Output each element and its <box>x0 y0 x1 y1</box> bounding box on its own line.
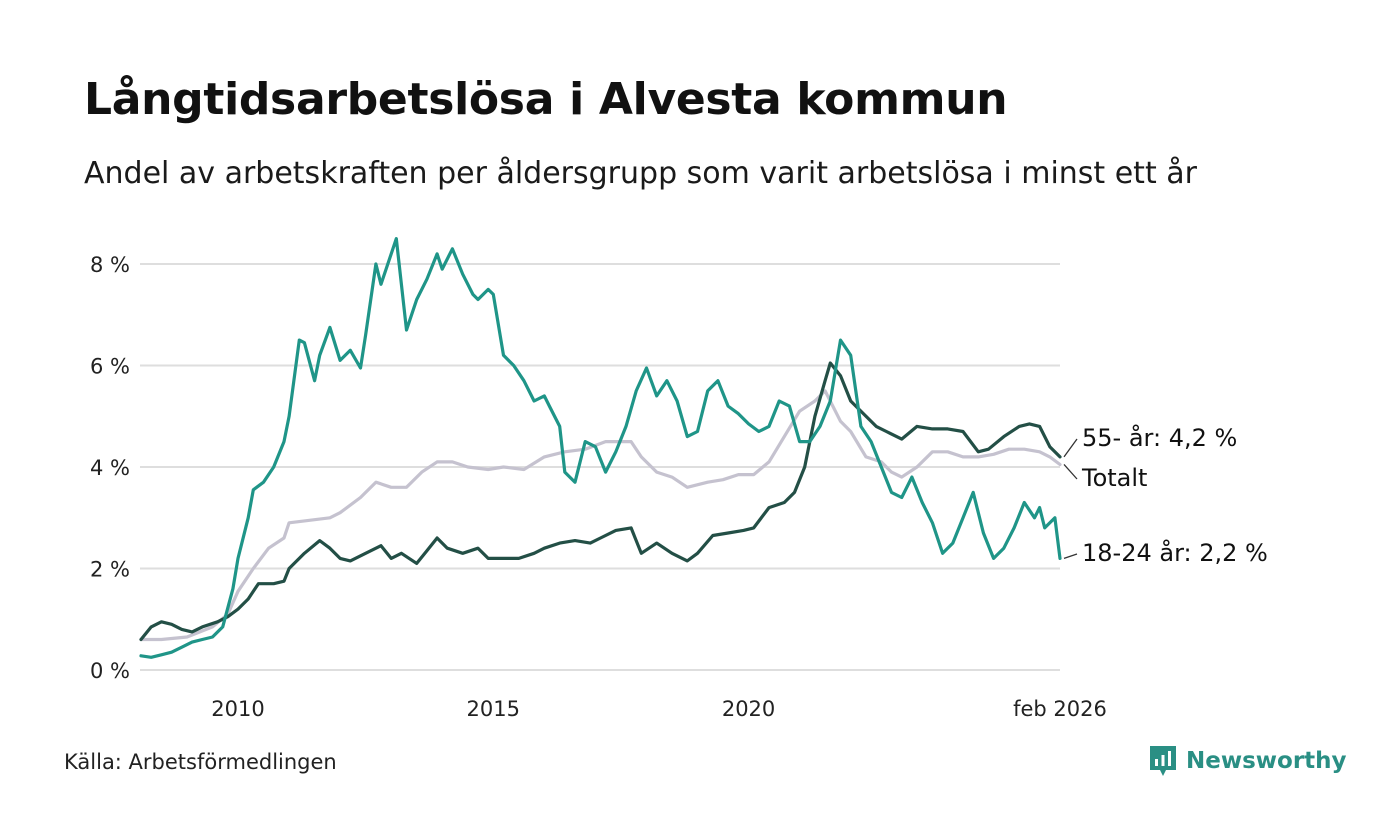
series-end-label: 55- år: 4,2 % <box>1082 423 1237 452</box>
label-leader-line <box>1063 464 1078 480</box>
series-line <box>139 237 1062 659</box>
y-tick-label: 6 % <box>90 355 130 379</box>
y-tick-label: 0 % <box>90 659 130 683</box>
bar-chart-icon <box>1150 746 1176 776</box>
label-leader-line <box>1063 438 1078 458</box>
chart-subtitle: Andel av arbetskraften per åldersgrupp s… <box>84 156 1197 191</box>
label-leader-line <box>1063 553 1078 559</box>
series-lines <box>139 237 1062 659</box>
x-tick-label: 2020 <box>722 697 775 721</box>
grid-lines <box>140 263 1060 671</box>
y-tick-label: 8 % <box>90 253 130 277</box>
brand-logo[interactable]: Newsworthy <box>1148 744 1347 778</box>
x-tick-label: 2010 <box>211 697 264 721</box>
y-tick-label: 2 % <box>90 558 130 582</box>
source-note: Källa: Arbetsförmedlingen <box>64 750 337 774</box>
brand-name: Newsworthy <box>1186 748 1347 774</box>
series-end-label: 18-24 år: 2,2 % <box>1082 538 1268 567</box>
x-tick-label: feb 2026 <box>1013 697 1107 721</box>
series-end-label: Totalt <box>1081 464 1147 492</box>
chart-title: Långtidsarbetslösa i Alvesta kommun <box>84 74 1008 125</box>
series-line <box>139 389 1062 642</box>
y-axis-ticks: 0 % 2 % 4 % 6 % 8 % <box>90 253 130 683</box>
x-axis-ticks: 2010 2015 2020 feb 2026 <box>211 697 1107 721</box>
end-labels: Totalt 55- år: 4,2 % 18-24 år: 2,2 % <box>1063 423 1268 567</box>
y-tick-label: 4 % <box>90 456 130 480</box>
x-tick-label: 2015 <box>467 697 520 721</box>
series-line <box>139 361 1062 642</box>
